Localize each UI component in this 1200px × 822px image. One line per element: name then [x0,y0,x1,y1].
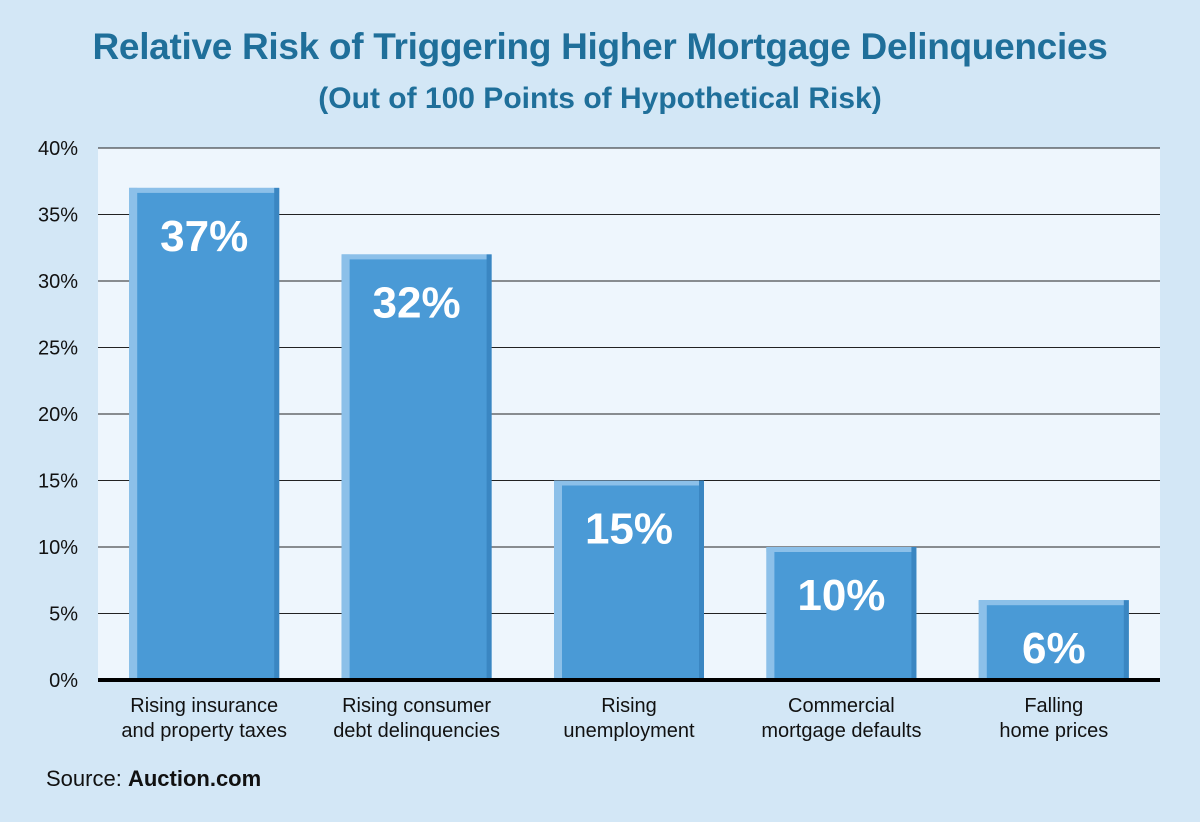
bar-edge-left [554,480,562,680]
bar-edge-top [978,600,1129,606]
source-prefix: Source: [46,766,122,791]
bar [978,600,1129,680]
y-tick-label: 35% [38,205,78,227]
data-label: 10% [797,571,885,620]
data-label: 37% [160,212,248,261]
source-note: Source: Auction.com [46,766,261,792]
x-tick-label: home prices [999,720,1108,742]
bar-edge-left [341,254,350,680]
y-tick-label: 20% [38,404,78,426]
x-tick-label: mortgage defaults [761,720,921,742]
chart-subtitle: (Out of 100 Points of Hypothetical Risk) [318,82,882,115]
bar-edge-right [699,480,704,680]
bar-edge-top [766,547,917,552]
y-tick-label: 15% [38,471,78,493]
bar-edge-right [1123,600,1129,680]
bar-edge-top [129,187,280,193]
x-tick-label: Commercial [788,695,895,717]
x-tick-label: Rising [601,695,657,717]
bar-edge-right [486,254,492,680]
data-label: 15% [585,505,673,554]
bar [341,254,492,680]
y-tick-label: 0% [49,670,78,692]
y-tick-label: 40% [38,138,78,160]
chart-title: Relative Risk of Triggering Higher Mortg… [92,26,1108,67]
x-tick-label: and property taxes [121,720,287,742]
x-tick-label: Rising consumer [342,695,491,717]
y-tick-label: 5% [49,604,78,626]
y-tick-label: 30% [38,271,78,293]
x-tick-label: Falling [1024,695,1083,717]
data-label: 32% [373,278,461,327]
y-tick-label: 25% [38,338,78,360]
bar-edge-right [274,187,280,680]
y-tick-label: 10% [38,537,78,559]
bar [554,480,704,680]
bar-edge-top [341,254,492,260]
bar-edge-top [554,480,704,486]
bar [129,187,280,680]
x-tick-label: debt delinquencies [333,720,500,742]
bar [766,547,917,680]
x-tick-label: Rising insurance [130,695,278,717]
x-tick-label: unemployment [563,720,695,742]
bar-edge-left [129,187,138,680]
bar-edge-left [978,600,987,680]
bar-edge-left [766,547,775,680]
source-name: Auction.com [127,766,262,791]
data-label: 6% [1022,624,1086,673]
bar-edge-right [911,547,917,680]
